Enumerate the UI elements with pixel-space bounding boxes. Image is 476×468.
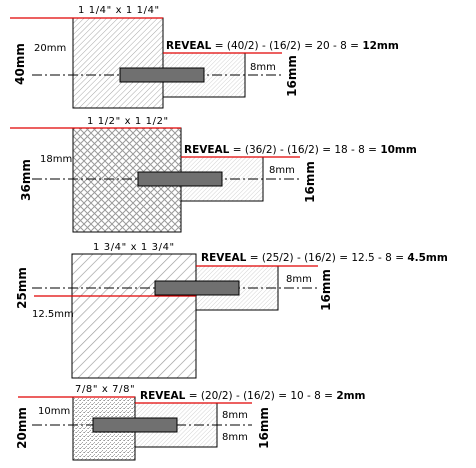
reveal-result-1: 12mm <box>362 40 399 52</box>
reveal-expr-1: = (40/2) - (16/2) = 20 - 8 = <box>211 40 362 52</box>
panel-total-4: 16mm <box>257 407 271 449</box>
diagram-2: 1 1/2" x 1 1/2" 18mm 36mm REVEAL = (36/2… <box>10 116 417 233</box>
total-dimension-2: 36mm <box>19 159 33 201</box>
reveal-formula-4: REVEAL = (20/2) - (16/2) = 10 - 8 = 2mm <box>140 390 366 402</box>
panel-total-3: 16mm <box>319 269 333 311</box>
panel-half-4: 8mm <box>222 410 248 421</box>
reveal-expr-2: = (36/2) - (16/2) = 18 - 8 = <box>229 144 380 156</box>
connector-bar-4 <box>92 417 178 433</box>
reveal-formula-1: REVEAL = (40/2) - (16/2) = 20 - 8 = 12mm <box>166 40 399 52</box>
panel-total-2: 16mm <box>303 161 317 203</box>
panel-half-2: 8mm <box>269 165 295 176</box>
total-dimension-1: 40mm <box>13 43 27 85</box>
diagram-4: 7/8" x 7/8" 10mm 20mm REVEAL = (20/2) - … <box>15 384 366 461</box>
connector-bar-1 <box>119 67 205 83</box>
half-dimension-2: 18mm <box>40 154 72 165</box>
connector-bar-2 <box>137 171 223 187</box>
reveal-expr-3: = (25/2) - (16/2) = 12.5 - 8 = <box>246 252 407 264</box>
panel-half-3: 8mm <box>286 274 312 285</box>
half-dimension-4: 10mm <box>38 406 70 417</box>
post-section-3 <box>71 253 197 379</box>
size-label-4: 7/8" x 7/8" <box>75 384 135 395</box>
reveal-result-4: 2mm <box>336 390 365 402</box>
reveal-word-2: REVEAL <box>184 144 230 156</box>
panel-half-4b: 8mm <box>222 432 248 443</box>
size-label-1: 1 1/4" x 1 1/4" <box>78 5 160 16</box>
reveal-formula-2: REVEAL = (36/2) - (16/2) = 18 - 8 = 10mm <box>184 144 417 156</box>
reveal-word-3: REVEAL <box>201 252 247 264</box>
reveal-expr-4: = (20/2) - (16/2) = 10 - 8 = <box>185 390 336 402</box>
total-dimension-4: 20mm <box>15 407 29 449</box>
reveal-result-2: 10mm <box>380 144 417 156</box>
panel-total-1: 16mm <box>285 55 299 97</box>
panel-half-1: 8mm <box>250 62 276 73</box>
reveal-word-4: REVEAL <box>140 390 186 402</box>
reveal-formula-3: REVEAL = (25/2) - (16/2) = 12.5 - 8 = 4.… <box>201 252 448 264</box>
diagram-3: 1 3/4" x 1 3/4" 12.5mm 25mm REVEAL = (25… <box>15 242 448 379</box>
half-dimension-1: 20mm <box>34 43 66 54</box>
post-section-1 <box>72 17 164 109</box>
total-dimension-3: 25mm <box>15 267 29 309</box>
connector-bar-3 <box>154 280 240 296</box>
size-label-3: 1 3/4" x 1 3/4" <box>93 242 175 253</box>
size-label-2: 1 1/2" x 1 1/2" <box>87 116 169 127</box>
reveal-result-3: 4.5mm <box>407 252 448 264</box>
half-dimension-3: 12.5mm <box>32 309 74 320</box>
diagram-1: 1 1/4" x 1 1/4" 20mm 40mm REVEAL = (40/2… <box>10 5 399 109</box>
reveal-word-1: REVEAL <box>166 40 212 52</box>
